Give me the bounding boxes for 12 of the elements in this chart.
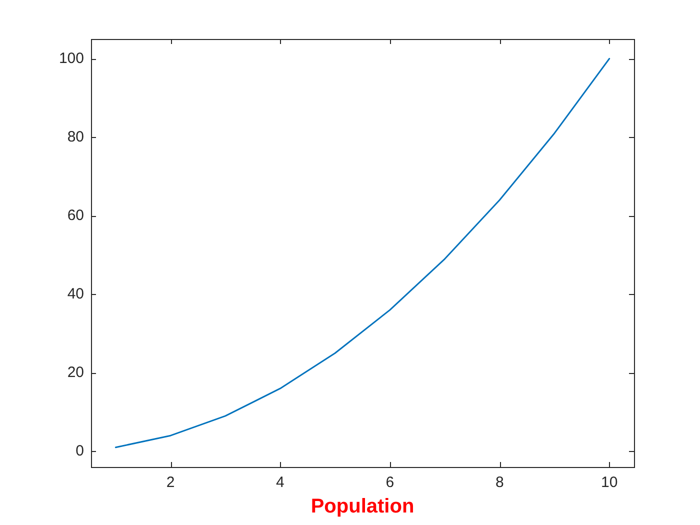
y-tick-label: 60 <box>67 206 84 224</box>
y-tick-label: 80 <box>67 128 84 146</box>
x-axis-title: Population <box>310 496 414 518</box>
x-tick-label: 2 <box>166 474 175 492</box>
x-tick-label: 10 <box>600 474 618 492</box>
y-tick-label: 20 <box>67 364 84 381</box>
y-tick-label: 0 <box>76 442 84 460</box>
x-tick-label: 4 <box>276 474 284 492</box>
y-tick-label: 40 <box>67 285 84 302</box>
y-tick-label: 100 <box>58 50 84 67</box>
x-tick-label: 6 <box>386 474 394 492</box>
x-tick-label: 8 <box>495 474 504 492</box>
